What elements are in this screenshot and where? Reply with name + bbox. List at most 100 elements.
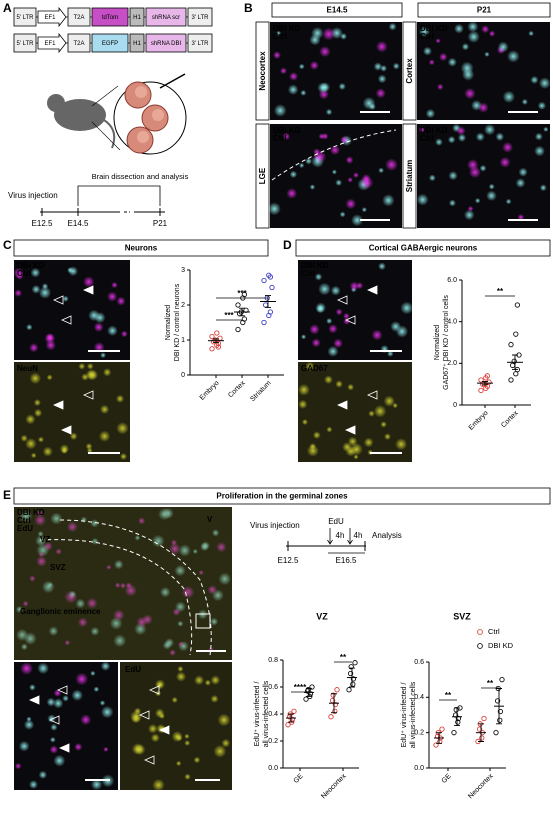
cell [175,671,187,682]
cell [356,282,364,290]
arrowhead [29,695,40,705]
cell [518,167,528,177]
cell [113,634,127,648]
cell [330,145,341,156]
y-axis-label: all virus-infected cells [410,681,417,748]
cell [210,675,221,685]
data-point [478,377,484,383]
cell [181,585,195,599]
header-box [13,239,269,257]
data-point [513,331,519,337]
cell [497,41,509,53]
data-point [486,379,492,385]
cell [325,108,333,116]
y-tick-label: 0 [453,402,457,409]
mouse-tail [103,119,116,149]
y-tick-label: 3 [181,267,185,274]
error-bar [213,338,219,343]
cell [317,82,329,94]
zone-boundary [39,539,193,656]
arrowhead [139,710,150,720]
data-point [476,726,483,732]
data-point [328,714,334,720]
channel-label: DBI KD [273,126,301,135]
error-bar [306,687,312,697]
cell [98,430,111,442]
cell [174,601,186,613]
data-point [484,373,491,379]
embryo-head [152,109,164,121]
row-label: Cortex [405,58,414,84]
cell [335,179,343,187]
y-axis-label: all virus-infected cells [263,680,270,747]
cell [534,145,545,157]
cell [210,617,219,626]
cell [103,746,109,752]
cell [326,426,333,433]
timeline-event: EdU [328,517,344,526]
cell [29,575,36,582]
cell [23,632,37,645]
cell [48,626,59,636]
cell [486,190,497,202]
channel-label: DBI KD [273,24,301,33]
data-point [478,387,484,394]
cell [221,738,231,748]
cell [156,682,163,689]
cell [360,176,374,189]
cell [363,437,374,448]
timeline-time: P21 [153,219,168,228]
data-point [511,358,517,364]
cell [134,707,142,715]
header-box [271,2,403,18]
cell [77,617,88,628]
cell [375,88,386,99]
channel-label: DBI KD [420,24,448,33]
cell [151,534,165,548]
cell [437,83,444,91]
row-label: Striatum [405,160,414,192]
cell [425,108,436,119]
construct-label: EGFP [102,41,118,47]
data-point [514,302,521,308]
data-point [479,735,485,741]
cell [315,302,327,314]
construct-element [91,7,129,27]
cell [131,743,144,755]
chart-title: VZ [316,611,328,621]
arrowhead [83,285,94,295]
cell [324,375,333,385]
cell [61,447,68,454]
significance-label: *** [224,311,234,320]
data-point [497,717,503,723]
cell [134,535,141,541]
cell [210,694,219,703]
y-axis-label: GAD67⁺ DBI KD / control cells [443,295,450,390]
cell [388,22,397,31]
cell [447,57,457,67]
error-bar [454,707,460,727]
cell [71,689,83,701]
cell [467,30,480,43]
y-tick-label: 0.6 [414,659,424,666]
error-bar [288,713,294,723]
cell [282,132,291,141]
cell [178,641,184,648]
x-tick-label: Striatum [249,380,272,403]
cell [34,514,46,526]
stain-label: EdU [125,665,141,674]
panel-letter: C [3,238,12,252]
y-tick-label: 2 [181,302,185,309]
cell [142,614,153,625]
cell [33,408,43,418]
cell [276,30,282,36]
cell [26,324,33,331]
cell [37,662,49,675]
data-point [267,274,274,280]
cell [305,157,313,165]
cell [53,698,64,709]
cell [515,178,526,188]
y-tick-label: 0.0 [268,765,278,772]
data-point [334,687,340,693]
data-point [497,708,504,715]
